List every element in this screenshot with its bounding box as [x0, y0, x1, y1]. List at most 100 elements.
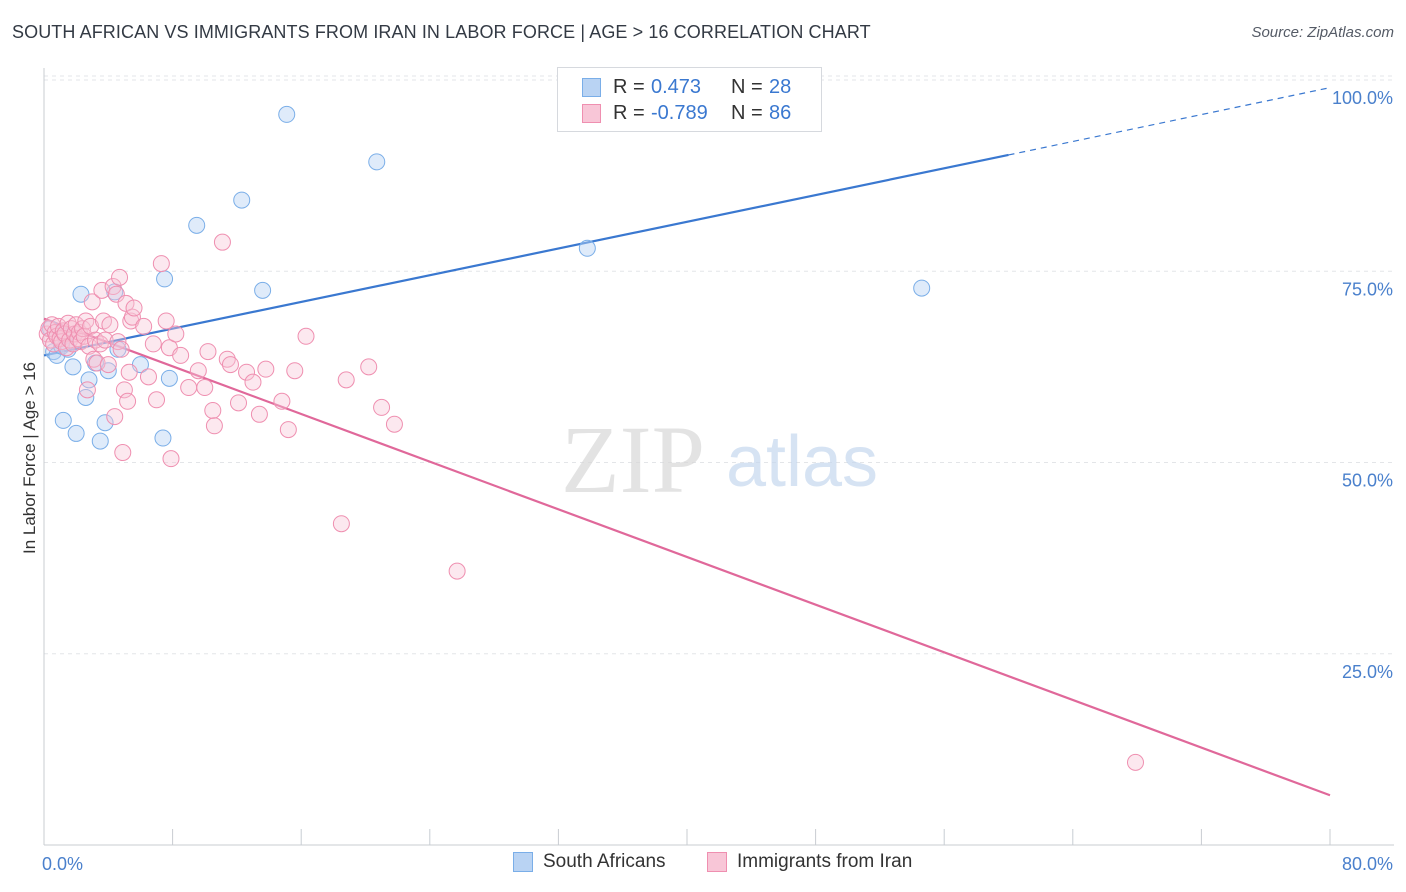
south-african-point: [96, 414, 114, 432]
watermark: ZIP atlas: [561, 406, 878, 513]
iran-point: [72, 333, 90, 351]
legend-r-label: R =: [613, 75, 645, 98]
x-tick-label: 80.0%: [1342, 854, 1393, 874]
iran-point: [152, 255, 170, 273]
iran-point: [257, 360, 275, 378]
iran-point: [139, 368, 157, 386]
legend-swatch-blue: [582, 77, 601, 97]
legend-row-iran: R = -0.789 N = 86: [582, 100, 849, 126]
south-african-trendline-extension: [1008, 87, 1331, 156]
legend-r-label: R =: [613, 101, 645, 124]
legend-r-value: 0.473: [651, 75, 702, 98]
axis-layer: [43, 68, 1394, 846]
iran-point: [93, 281, 111, 299]
south-african-trendline: [43, 153, 1009, 357]
trend-layer: [43, 87, 1331, 797]
iran-point: [157, 312, 175, 330]
iran-point: [167, 325, 185, 343]
south-african-point: [188, 216, 206, 234]
iran-point: [112, 340, 130, 358]
iran-point: [218, 350, 236, 368]
iran-point: [204, 401, 222, 419]
south-african-point: [233, 191, 251, 209]
iran-point: [180, 379, 198, 397]
legend-item-iran[interactable]: Immigrants from Iran: [707, 851, 912, 873]
legend-n-value: 86: [769, 101, 792, 124]
legend-label: Immigrants from Iran: [737, 851, 913, 872]
iran-point: [75, 327, 93, 345]
iran-point: [83, 293, 101, 311]
iran-point: [373, 398, 391, 416]
legend-label: South Africans: [543, 851, 666, 872]
watermark-atlas: atlas: [726, 422, 878, 502]
south-african-point: [154, 429, 172, 447]
legend-n-label: N =: [731, 75, 763, 98]
tick-label-layer: 25.0% 50.0% 75.0% 100.0% 0.0% 80.0%: [42, 88, 1393, 874]
legend-row-south-africans: R = 0.473 N = 28: [582, 74, 849, 100]
iran-point: [111, 268, 129, 286]
iran-point: [189, 362, 207, 380]
stats-legend: R = 0.473 N = 28 R = -0.789 N = 86: [557, 67, 822, 132]
iran-point: [77, 312, 95, 330]
iran-point: [385, 415, 403, 433]
south-african-point: [156, 270, 174, 288]
points-layer: [38, 105, 1144, 771]
south-african-point: [67, 424, 85, 442]
iran-point: [297, 327, 315, 345]
iran-point: [99, 356, 117, 374]
legend-r-value: -0.789: [651, 101, 708, 124]
iran-point: [101, 316, 119, 334]
south-african-point: [254, 281, 272, 299]
legend-n-label: N =: [731, 101, 763, 124]
south-african-point: [91, 432, 109, 450]
iran-point: [199, 343, 217, 361]
iran-point: [78, 381, 96, 399]
iran-point: [106, 408, 124, 426]
y-tick-label: 25.0%: [1342, 662, 1393, 682]
iran-point: [162, 450, 180, 468]
source-label: Source: ZipAtlas.com: [1251, 24, 1394, 41]
iran-point: [96, 331, 114, 349]
x-tick-label: 0.0%: [42, 854, 83, 874]
iran-point: [80, 337, 98, 355]
iran-point: [250, 405, 268, 423]
iran-point: [230, 394, 248, 412]
legend-swatch-pink: [582, 103, 601, 123]
iran-point: [244, 373, 262, 391]
iran-point: [221, 356, 239, 374]
south-african-point: [64, 358, 82, 376]
iran-point: [337, 371, 355, 389]
bottom-legend: South Africans Immigrants from Iran: [0, 851, 1406, 877]
legend-item-south-africans[interactable]: South Africans: [513, 851, 666, 873]
iran-point: [1126, 753, 1144, 771]
iran-point: [279, 421, 297, 439]
legend-swatch-pink: [707, 852, 727, 872]
iran-point: [172, 346, 190, 364]
iran-point: [119, 392, 137, 410]
iran-point: [273, 392, 291, 410]
iran-point: [120, 363, 138, 381]
iran-point: [205, 417, 223, 435]
legend-swatch-blue: [513, 852, 533, 872]
south-african-point: [160, 369, 178, 387]
south-african-point: [278, 105, 296, 123]
y-axis-label: In Labor Force | Age > 16: [20, 361, 39, 555]
y-tick-label: 100.0%: [1332, 88, 1393, 108]
iran-point: [135, 317, 153, 335]
legend-n-value: 28: [769, 75, 792, 98]
iran-point: [114, 444, 132, 462]
iran-trendline: [43, 317, 1331, 797]
iran-point: [332, 515, 350, 533]
iran-point: [148, 391, 166, 409]
y-tick-label: 75.0%: [1342, 279, 1393, 299]
south-african-point: [54, 411, 72, 429]
iran-point: [125, 299, 143, 317]
iran-point: [286, 362, 304, 380]
iran-point: [144, 335, 162, 353]
south-african-point: [368, 153, 386, 171]
iran-point: [196, 379, 214, 397]
y-tick-label: 50.0%: [1342, 471, 1393, 491]
watermark-zip: ZIP: [561, 406, 705, 513]
iran-point: [238, 363, 256, 381]
